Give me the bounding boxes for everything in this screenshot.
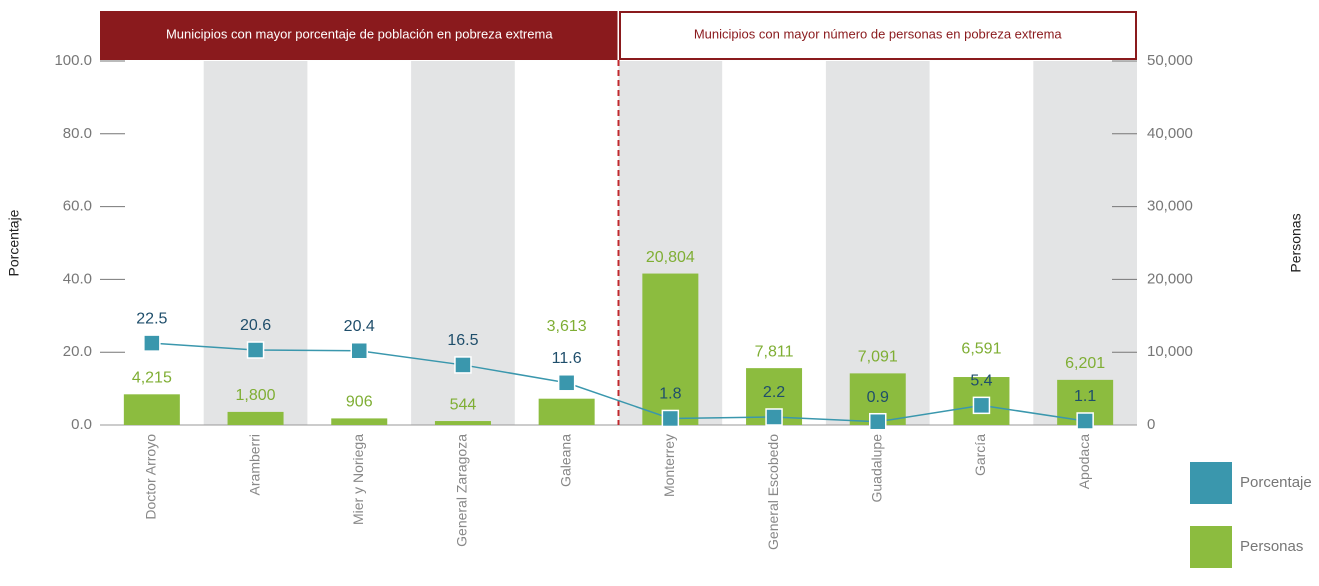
y2-tick-label: 0 (1147, 416, 1155, 433)
y2-tick-label: 10,000 (1147, 343, 1193, 360)
marker (765, 408, 783, 426)
value-label: 3,613 (547, 318, 587, 335)
y-axis-title: Porcentaje (6, 209, 22, 276)
section-title: Municipios con mayor porcentaje de pobla… (166, 26, 553, 41)
value-label: 2.2 (763, 384, 785, 401)
marker (972, 396, 991, 415)
section-title: Municipios con mayor número de personas … (694, 26, 1063, 41)
y-tick-label: 0.0 (71, 416, 92, 433)
value-label: 1,800 (236, 387, 276, 404)
value-label: 0.9 (867, 389, 889, 406)
value-label: 20.6 (240, 317, 271, 334)
x-tick-label: García (972, 434, 988, 476)
value-label: 6,201 (1065, 355, 1105, 372)
bar (642, 273, 699, 425)
value-label: 906 (346, 394, 373, 411)
marker (661, 409, 680, 428)
line (151, 342, 1086, 423)
bar (331, 418, 388, 425)
marker (869, 412, 887, 431)
y2-tick-label: 50,000 (1147, 52, 1193, 69)
value-label: 1.8 (659, 386, 681, 403)
y2-tick-label: 40,000 (1147, 125, 1193, 142)
marker (557, 374, 576, 392)
x-tick-label: Monterrey (661, 434, 677, 497)
bar (123, 394, 180, 425)
marker (350, 341, 368, 360)
y-tick-label: 60.0 (63, 198, 92, 215)
value-label: 544 (450, 396, 477, 413)
x-tick-label: Aramberri (246, 434, 262, 495)
x-tick-label: Doctor Arroyo (143, 434, 159, 520)
value-label: 4,215 (132, 370, 172, 387)
y-tick-label: 80.0 (63, 125, 92, 142)
value-label: 20.4 (344, 318, 375, 335)
value-label: 20,804 (646, 249, 695, 266)
value-label: 7,091 (858, 349, 898, 366)
bar (538, 398, 595, 425)
y2-tick-label: 30,000 (1147, 198, 1193, 215)
x-tick-label: Mier y Noriega (350, 434, 366, 525)
section-header (619, 11, 1137, 60)
x-tick-label: Apodaca (1076, 434, 1092, 489)
value-label: 22.5 (136, 310, 167, 327)
bar (434, 421, 491, 425)
marker (246, 341, 265, 359)
x-tick-label: General Zaragoza (454, 434, 470, 547)
legend-swatch (1190, 462, 1232, 504)
marker (143, 334, 161, 352)
y-tick-label: 20.0 (63, 343, 92, 360)
value-label: 7,811 (755, 343, 794, 360)
y-tick-label: 100.0 (54, 52, 92, 69)
value-label: 6,591 (961, 341, 1001, 358)
legend-swatch (1190, 526, 1232, 568)
band (1033, 61, 1137, 425)
y-tick-label: 40.0 (63, 270, 92, 287)
y2-axis-title: Personas (1288, 213, 1304, 272)
x-tick-label: General Escobedo (765, 434, 781, 550)
value-label: 1.1 (1074, 388, 1096, 405)
band (825, 61, 930, 425)
value-label: 5.4 (970, 373, 992, 390)
value-label: 11.6 (552, 350, 582, 367)
legend-label: Personas (1240, 538, 1303, 555)
marker (454, 356, 472, 374)
legend-label: Porcentaje (1240, 474, 1312, 491)
marker (1076, 412, 1094, 430)
x-tick-label: Galeana (557, 434, 573, 487)
y2-tick-label: 20,000 (1147, 270, 1193, 287)
section-header (100, 11, 618, 60)
bar (227, 411, 284, 425)
x-tick-label: Guadalupe (868, 434, 884, 503)
value-label: 16.5 (447, 332, 478, 349)
band (203, 61, 308, 425)
